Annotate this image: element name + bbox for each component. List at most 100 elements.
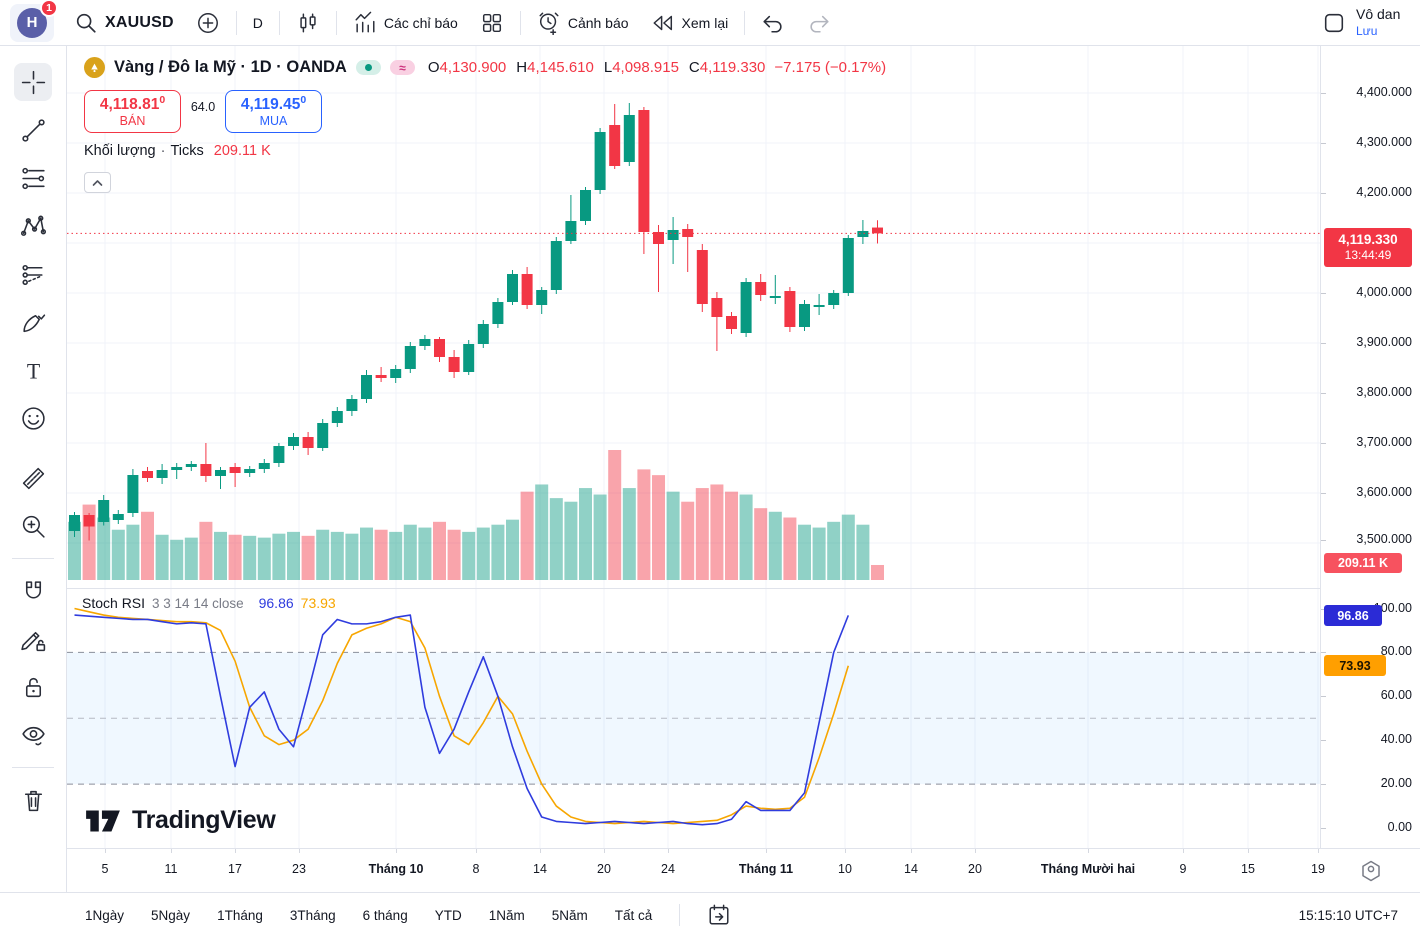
low-value: 4,098.915 [612,59,679,76]
fullscreen-icon[interactable] [1322,11,1346,35]
candlestick-svg [67,46,1320,588]
chart-title[interactable]: Vàng / Đô la Mỹ · 1D · OANDA [114,58,347,76]
range-button-3tháng[interactable]: 3Tháng [289,907,336,923]
volume-value: 209.11 K [213,143,271,159]
stoch-rsi-legend[interactable]: Stoch RSI 3 3 14 14 close 96.86 73.93 [82,595,336,611]
magnet-tool[interactable] [13,567,53,615]
layout-name[interactable]: Vô dan [1356,6,1401,23]
zoom-in-tool[interactable] [13,502,53,550]
replay-button[interactable]: Xem lại [641,5,739,41]
buy-button[interactable]: 4,119.450 MUA [225,90,322,133]
main-chart-pane[interactable] [67,46,1320,588]
toolbar-divider [235,10,237,35]
text-icon: T [20,357,47,384]
pencil-lock-icon [20,626,47,653]
search-icon [74,11,98,35]
time-axis-tick [105,849,106,853]
range-button-1ngày[interactable]: 1Ngày [85,907,125,923]
pattern-icon [20,213,47,240]
price-axis-label: 3,500.000 [1356,532,1412,546]
crosshair-tool[interactable] [13,58,53,106]
range-button-5năm[interactable]: 5Năm [551,907,588,923]
time-axis-label: 19 [1311,862,1325,876]
range-button-1tháng[interactable]: 1Tháng [217,907,263,923]
time-axis-label: 9 [1179,862,1187,876]
price-axis[interactable]: 4,400.000 4,300.000 4,200.000 4,000.000 3,90… [1320,46,1420,848]
time-axis-tick [540,849,541,853]
grid-layout-icon [480,11,504,35]
brush-tool[interactable] [13,298,53,346]
price-axis-label: 4,200.000 [1356,185,1412,199]
bottombar-divider [679,904,681,926]
redo-button[interactable] [797,5,841,41]
range-button-6-tháng[interactable]: 6 tháng [362,907,408,923]
range-button-tất-cả[interactable]: Tất cả [614,907,653,923]
symbol-search-button[interactable]: XAUUSD [64,5,184,41]
watermark-text: TradingView [132,806,276,834]
time-axis-tick [1183,849,1184,853]
layout-grid-button[interactable] [470,5,514,41]
chart-style-button[interactable] [286,5,330,41]
range-button-ytd[interactable]: YTD [434,907,462,923]
time-axis-label: 11 [164,862,178,876]
hide-all-drawings-tool[interactable] [13,711,53,759]
undo-button[interactable] [751,5,795,41]
time-axis-label: 20 [968,862,982,876]
range-button-1năm[interactable]: 1Năm [488,907,525,923]
volume-legend[interactable]: Khối lượng · Ticks 209.11 K [84,143,271,159]
market-status-pill[interactable] [355,60,381,75]
magnet-icon [20,578,47,605]
price-axis-label: 4,400.000 [1356,85,1412,99]
indicators-label: Các chỉ báo [383,14,458,31]
projection-icon [20,261,47,288]
time-axis-label: 5 [101,862,109,876]
time-axis-tick [1088,849,1089,853]
measure-tool[interactable] [13,454,53,502]
xabcd-pattern-tool[interactable] [13,202,53,250]
stoch-axis-tick [1321,652,1326,654]
interval-button[interactable]: D [243,5,273,41]
trendline-tool[interactable] [13,106,53,154]
text-tool[interactable]: T [13,346,53,394]
volume-label: Khối lượng [84,143,156,159]
go-to-date-icon[interactable] [707,903,731,927]
stoch-rsi-params: 3 3 14 14 close [152,596,244,611]
emoji-tool[interactable] [13,394,53,442]
indicators-button[interactable]: Các chỉ báo [343,5,468,41]
time-axis-label: 23 [292,862,306,876]
drawing-mode-lock-tool[interactable] [13,615,53,663]
time-axis-tick [911,849,912,853]
lock-icon [20,674,47,701]
session-hexagon-icon[interactable] [1358,858,1384,884]
change-value: −7.175 (−0.17%) [774,59,887,76]
remove-objects-tool[interactable] [13,776,53,824]
fib-retracement-tool[interactable] [13,154,53,202]
high-value: 4,145.610 [527,59,594,76]
stoch-axis-label: 40.00 [1380,732,1412,747]
indicators-icon [353,11,377,35]
sell-button[interactable]: 4,118.810 BÁN [84,90,181,133]
pane-separator[interactable] [67,588,1420,589]
stoch-rsi-pane[interactable] [67,589,1320,848]
smiley-icon [20,405,47,432]
save-layout-button[interactable]: Lưu [1356,23,1378,38]
range-button-5ngày[interactable]: 5Ngày [151,907,191,923]
forecast-tool[interactable] [13,250,53,298]
top-toolbar: H 1 XAUUSD D Các ch [0,0,1420,46]
compare-add-button[interactable] [186,5,230,41]
stoch-axis-label: 60.00 [1380,688,1412,703]
eye-icon [20,722,47,749]
clock-timezone[interactable]: 15:15:10 UTC+7 [1298,907,1398,923]
undo-icon [761,11,785,35]
stoch-axis-label: 0.00 [1387,820,1412,834]
lock-all-drawings-tool[interactable] [13,663,53,711]
collapse-legend-button[interactable] [84,172,111,193]
data-mode-pill[interactable]: ≈ [389,60,415,75]
stoch-d-badge: 73.93 [1324,655,1386,676]
time-axis[interactable]: 5 11 17 23 Tháng 10 8 14 20 24 Tháng 11 10 14 20 Thán… [0,848,1420,892]
trade-panel: 4,118.810 BÁN 64.0 4,119.450 MUA [84,90,322,133]
svg-text:T: T [26,359,39,383]
candlestick-icon [296,11,320,35]
user-menu-button[interactable]: H 1 [10,0,58,42]
alert-button[interactable]: Cảnh báo [527,5,639,41]
